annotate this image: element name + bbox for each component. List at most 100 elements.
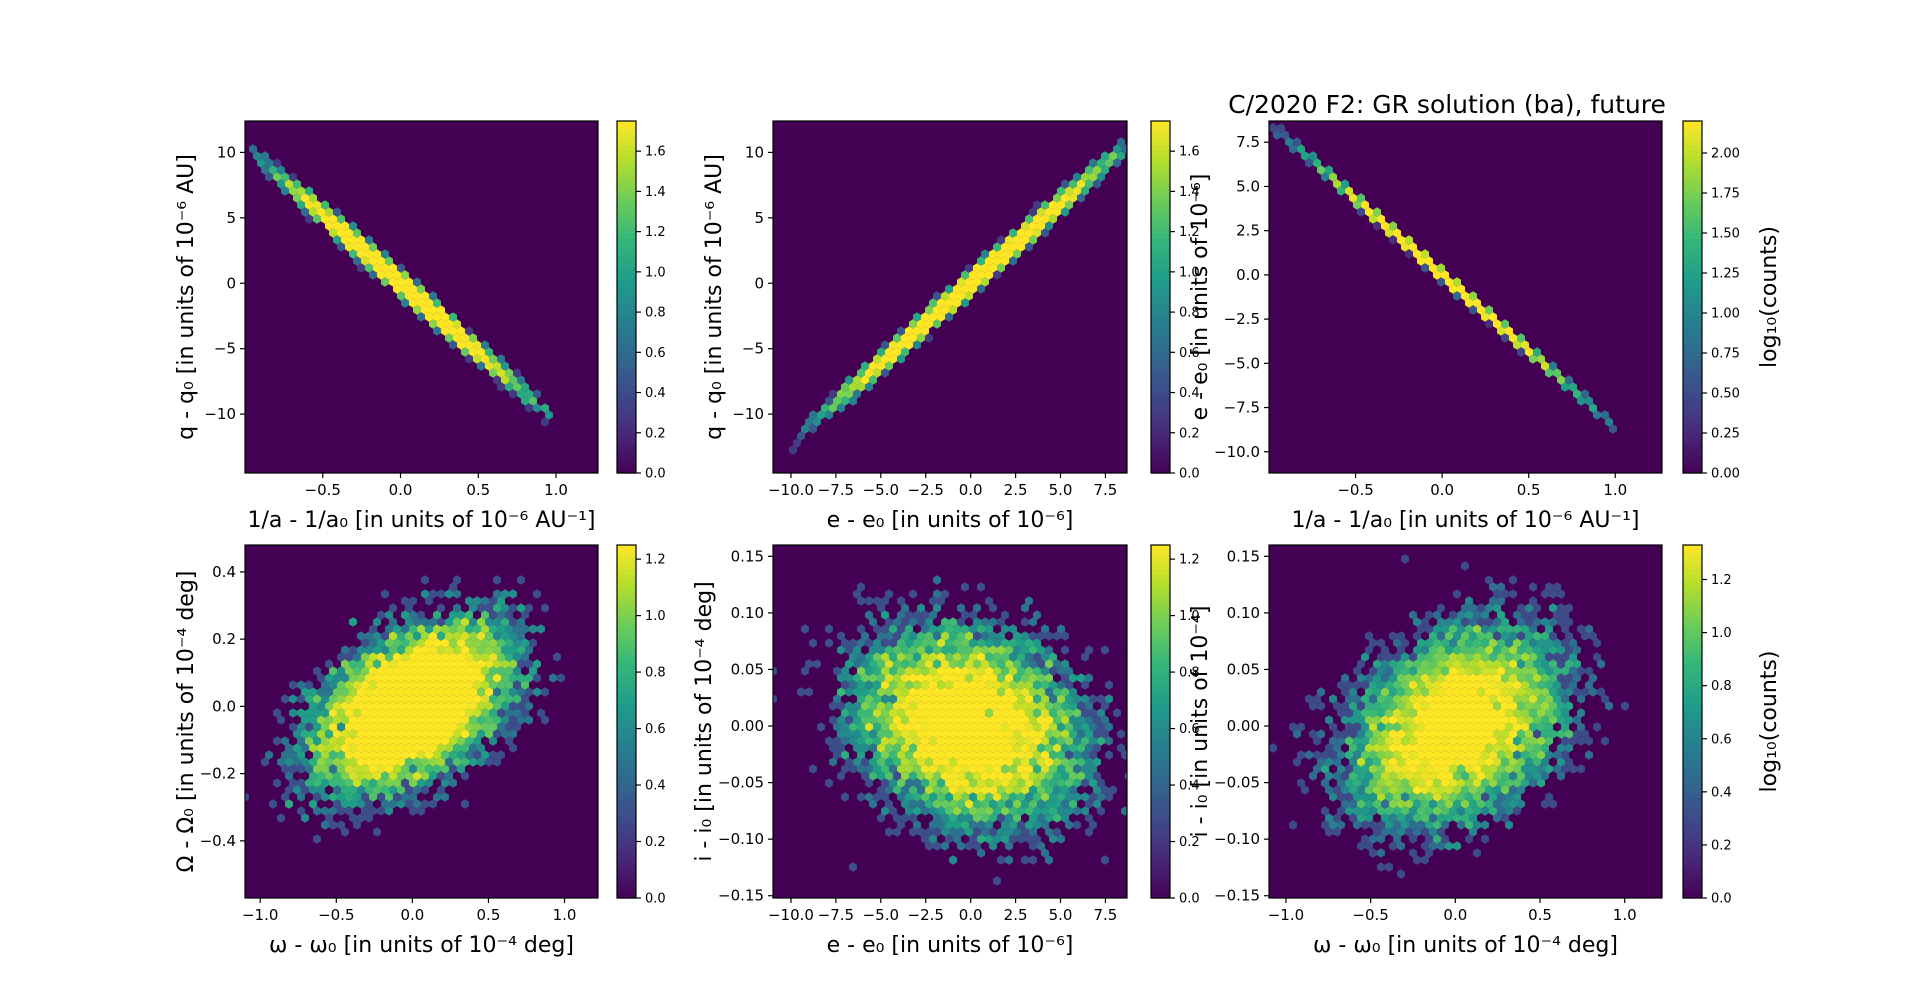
hex-cell (1533, 361, 1541, 371)
hex-cell (1061, 645, 1069, 655)
hexbin-cells (785, 130, 1127, 455)
hex-cell (1053, 589, 1061, 599)
hex-cell (1361, 820, 1369, 830)
hex-cell (309, 771, 317, 781)
hex-cell (1061, 743, 1069, 753)
hex-cell (785, 438, 793, 448)
hex-cell (1333, 179, 1341, 189)
hex-cell (1109, 841, 1117, 851)
hex-cell (1549, 361, 1557, 371)
hex-cell (1401, 638, 1409, 648)
hex-cell (1417, 610, 1425, 620)
hex-cell (989, 799, 997, 809)
hex-cell (941, 589, 949, 599)
y-tick-label: 0.05 (1227, 660, 1260, 678)
hex-cell (1277, 743, 1285, 753)
colorbar-step (617, 396, 636, 404)
hex-cell (869, 361, 877, 371)
hex-cell (837, 785, 845, 795)
hex-cell (449, 764, 457, 774)
hex-cell (1445, 659, 1453, 669)
hex-cell (817, 792, 825, 802)
hex-cell (1481, 834, 1489, 844)
x-tick-label: −1.0 (242, 906, 278, 924)
hex-cell (325, 785, 333, 795)
hex-cell (1481, 736, 1489, 746)
hex-cell (525, 403, 533, 413)
hex-cell (393, 694, 401, 704)
colorbar-step (1683, 390, 1702, 398)
hex-cell (885, 701, 893, 711)
hex-cell (1081, 694, 1089, 704)
hex-cell (853, 701, 861, 711)
hex-cell (401, 270, 409, 280)
hex-cell (957, 729, 965, 739)
hex-cell (981, 715, 989, 725)
hex-cell (1089, 722, 1097, 732)
hex-cell (1033, 214, 1041, 224)
hex-cell (1461, 785, 1469, 795)
hex-cell (977, 694, 985, 704)
hex-cell (937, 778, 945, 788)
hex-cell (1029, 235, 1037, 245)
hex-cell (1537, 792, 1545, 802)
hex-cell (441, 792, 449, 802)
hex-cell (837, 403, 845, 413)
hex-cell (1357, 799, 1365, 809)
hex-cell (1373, 813, 1381, 823)
colorbar-step (617, 326, 636, 333)
hex-cell (997, 813, 1005, 823)
colorbar-step (1683, 273, 1702, 280)
hex-cell (365, 813, 373, 823)
hex-cell (909, 603, 917, 613)
colorbar-step (617, 431, 636, 439)
colorbar-step (1151, 396, 1170, 404)
hex-cell (1525, 715, 1533, 725)
hex-cell (313, 694, 321, 704)
hex-cell (1549, 561, 1557, 571)
hex-cell (1381, 855, 1389, 865)
hex-cell (1457, 610, 1465, 620)
hex-cell (1069, 841, 1077, 851)
hex-cell (409, 638, 417, 648)
colorbar-step (1683, 797, 1702, 805)
colorbar-step (1151, 833, 1170, 840)
hex-cell (1017, 638, 1025, 648)
hex-cell (1561, 624, 1569, 634)
colorbar-step (617, 461, 636, 468)
hex-cell (1389, 235, 1397, 245)
hex-cell (877, 715, 885, 725)
colorbar-step (1151, 862, 1170, 870)
hex-cell (845, 389, 853, 399)
hex-cell (885, 827, 893, 837)
hex-cell (1421, 771, 1429, 781)
hex-cell (897, 354, 905, 364)
hex-cell (485, 361, 493, 371)
hex-cell (349, 771, 357, 781)
hex-cell (1645, 589, 1653, 599)
hex-cell (909, 673, 917, 683)
hex-cell (481, 736, 489, 746)
hex-cell (357, 673, 365, 683)
hex-cell (445, 645, 453, 655)
hex-cell (869, 785, 877, 795)
hex-cell (305, 666, 313, 676)
hex-cell (1541, 715, 1549, 725)
hex-cell (873, 792, 881, 802)
hex-cell (353, 736, 361, 746)
hex-cell (1333, 757, 1341, 767)
hex-cell (373, 757, 381, 767)
hex-cell (1109, 743, 1117, 753)
hex-cell (937, 694, 945, 704)
hex-cell (1565, 715, 1573, 725)
hex-cell (493, 659, 501, 669)
hex-cell (497, 610, 505, 620)
hex-cell (345, 792, 353, 802)
hex-cell (977, 610, 985, 620)
hex-cell (993, 270, 1001, 280)
hex-cell (801, 424, 809, 434)
hex-cell (477, 561, 485, 571)
hex-cell (1049, 792, 1057, 802)
hex-cell (521, 638, 529, 648)
colorbar-step (617, 343, 636, 351)
